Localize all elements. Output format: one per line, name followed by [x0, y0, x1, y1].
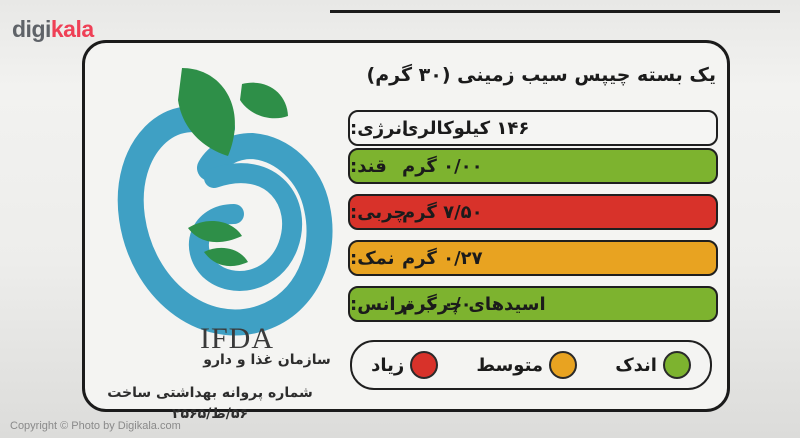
salt-value: ۰/۲۷ گرم	[402, 247, 483, 269]
legend-high-label: زیاد	[371, 354, 405, 376]
fat-value: ۷/۵۰ گرم	[402, 201, 483, 223]
fat-row: چربی: ۷/۵۰ گرم	[348, 194, 718, 230]
sugar-row: قند: ۰/۰۰ گرم	[348, 148, 718, 184]
level-legend: اندک متوسط زیاد	[350, 340, 712, 390]
energy-row: انرژی: ۱۴۶ کیلوکالری	[348, 110, 718, 146]
salt-row: نمک: ۰/۲۷ گرم	[348, 240, 718, 276]
legend-medium: متوسط	[476, 351, 578, 379]
fat-label: چربی:	[350, 201, 407, 223]
copyright-text: Copyright © Photo by Digikala.com	[10, 420, 181, 432]
medium-level-dot-icon	[549, 351, 578, 379]
package-edge-line	[330, 10, 780, 13]
trans-fat-row: اسیدهای چرب ترانس: ۰/۰۰ گرم	[348, 286, 718, 322]
legend-low-label: اندک	[615, 354, 657, 376]
high-level-dot-icon	[410, 351, 439, 379]
ifda-logo-icon	[117, 68, 333, 336]
trans-fat-value: ۰/۰۰ گرم	[402, 293, 483, 315]
salt-label: نمک:	[350, 247, 395, 269]
digikala-watermark: digikala	[12, 16, 94, 42]
ifda-acronym: IFDA	[200, 322, 275, 355]
license-line: شماره پروانه بهداشتی ساخت	[107, 385, 313, 401]
low-level-dot-icon	[662, 351, 691, 379]
legend-high: زیاد	[371, 351, 439, 379]
product-title: یک بسته چیپس سیب زمینی (۳۰ گرم)	[366, 64, 716, 86]
license-number: ۵۶/ظ/۲۵۶۵	[171, 406, 249, 422]
energy-label: انرژی:	[350, 117, 409, 139]
legend-low: اندک	[615, 351, 691, 379]
legend-medium-label: متوسط	[476, 354, 544, 376]
trans-fat-label: اسیدهای چرب ترانس:	[350, 293, 546, 315]
sugar-label: قند:	[350, 155, 387, 177]
ifda-org-name: سازمان غذا و دارو	[203, 352, 331, 368]
energy-value: ۱۴۶ کیلوکالری	[402, 117, 530, 139]
sugar-value: ۰/۰۰ گرم	[402, 155, 483, 177]
